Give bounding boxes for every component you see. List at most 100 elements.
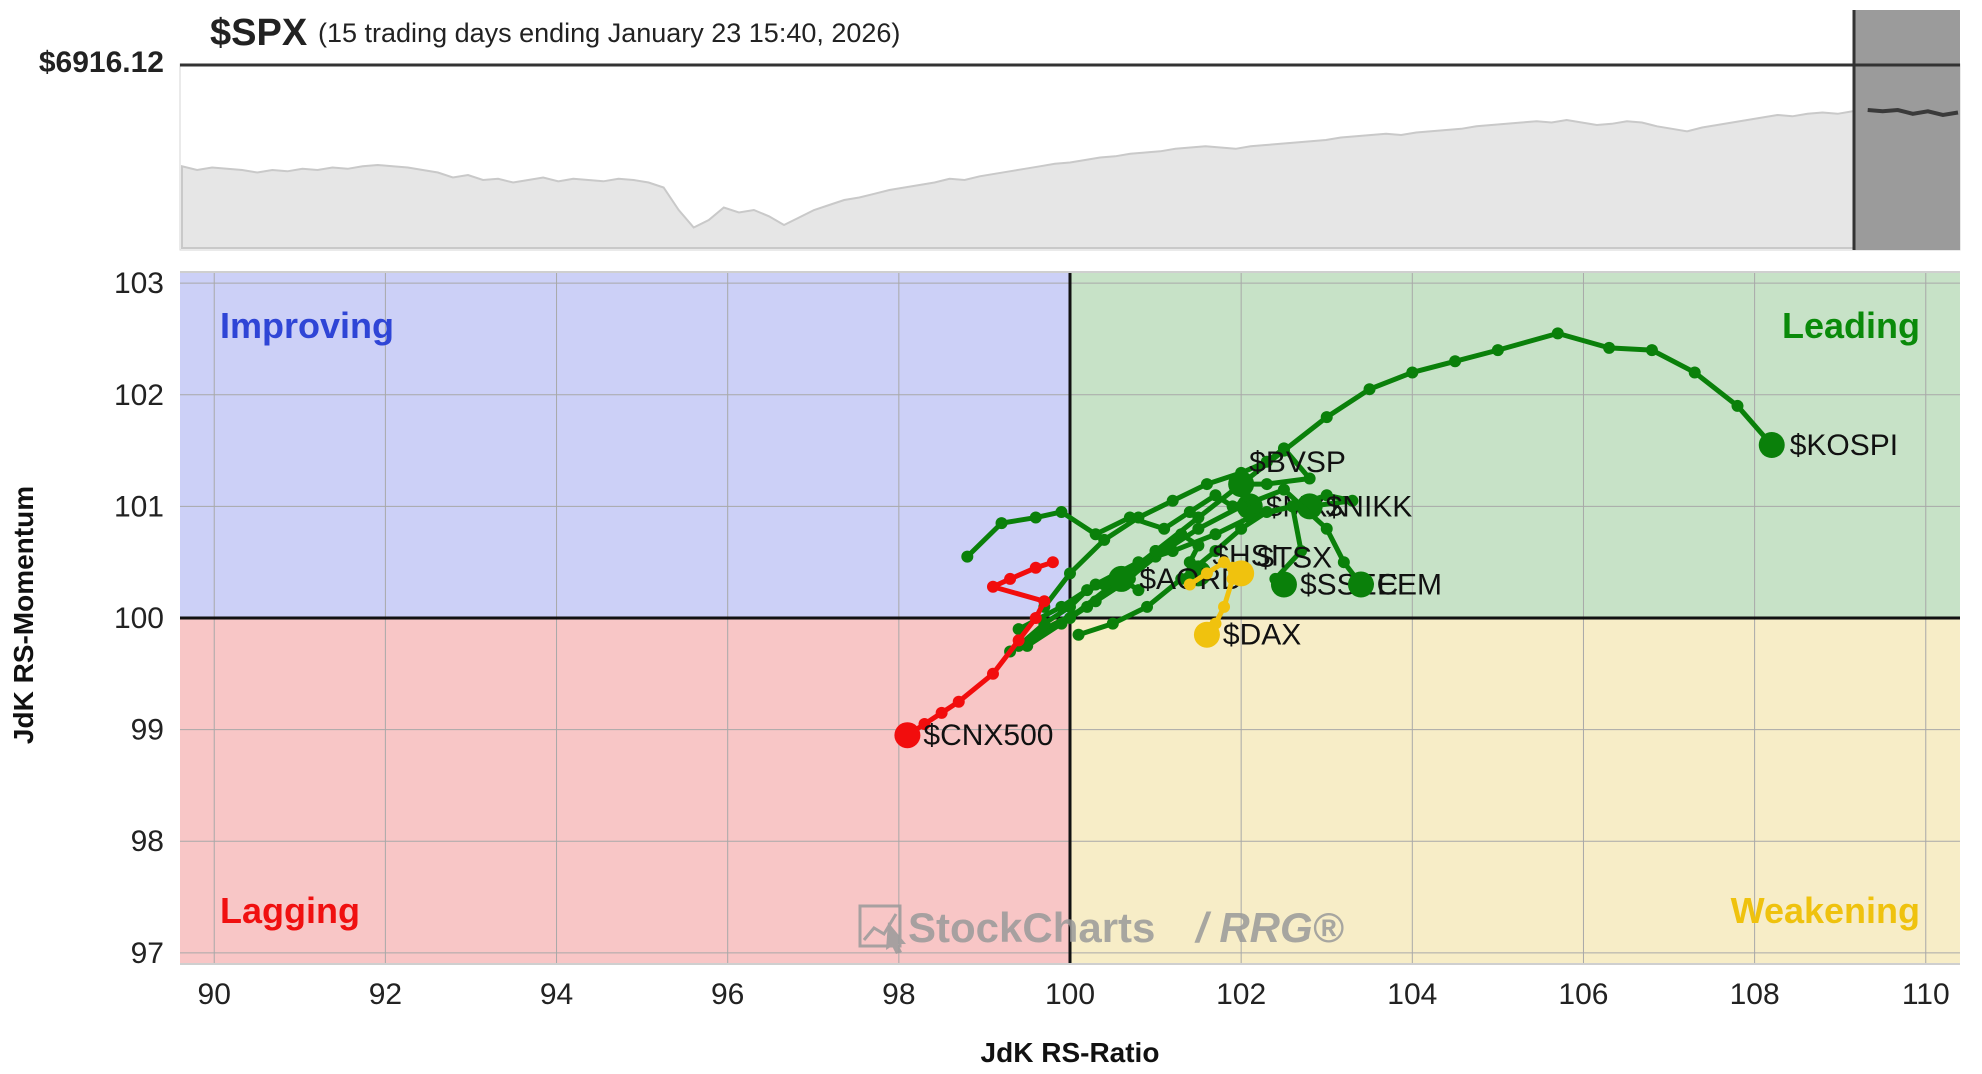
chart-header: $SPX (15 trading days ending January 23 …: [39, 12, 901, 79]
series-point: [1064, 567, 1076, 580]
series-point: [1551, 327, 1564, 340]
series-point: [1123, 511, 1136, 524]
series-point: [1055, 505, 1068, 518]
x-tick-label: 110: [1902, 978, 1950, 1011]
series-point: [1260, 505, 1273, 518]
y-tick-label: 100: [114, 602, 164, 635]
watermark-brand: StockCharts: [908, 904, 1155, 951]
spx-trend-panel: [179, 10, 1961, 251]
axis-ticks: 90 92 94 96 98 100 102 104 106 108 110 97 98 99 100 101…: [114, 267, 1950, 1011]
series-point: [1235, 500, 1248, 513]
series-ssec: $SSEC: [1072, 500, 1398, 641]
period-subtitle: (15 trading days ending January 23 15:40…: [318, 18, 900, 48]
series-point: [1166, 494, 1179, 507]
series-point: [1320, 522, 1333, 535]
series-point: [1295, 545, 1308, 558]
series-point: [1183, 505, 1196, 518]
series-point: [1192, 511, 1205, 524]
series-head-point: [1270, 571, 1297, 598]
x-tick-label: 108: [1730, 978, 1780, 1011]
x-tick-label: 98: [882, 978, 915, 1011]
series-point: [1260, 478, 1273, 491]
series-point: [1012, 634, 1025, 647]
series-point: [1260, 455, 1273, 468]
y-tick-label: 101: [114, 490, 164, 523]
spx-trend-area: [181, 108, 1959, 249]
quadrant-label-lagging: Lagging: [220, 890, 360, 931]
series-layer: $KOSPI$BVSP$MXX$NIKK$SSECEEM$HSI$AORD$CN…: [894, 327, 1898, 752]
series-point: [1106, 617, 1119, 630]
quadrant-label-weakening: Weakening: [1731, 890, 1920, 931]
series-point: [1320, 489, 1333, 502]
series-head-point: [1296, 493, 1323, 520]
series-point: [1029, 612, 1042, 624]
series-tsx: $TSX: [1183, 541, 1332, 591]
series-point: [1149, 545, 1162, 558]
series-point: [1089, 595, 1102, 608]
rrg-plot: Improving Leading Lagging Weakening Stoc…: [8, 267, 1960, 1068]
stockcharts-watermark: StockCharts / RRG®: [858, 904, 1344, 954]
series-head-point: [1108, 565, 1135, 592]
series-point: [1183, 578, 1196, 591]
series-bvsp: $BVSP: [1038, 442, 1346, 613]
series-point: [1098, 578, 1111, 591]
series-point: [952, 695, 965, 708]
x-tick-label: 94: [540, 978, 573, 1011]
series-point: [1029, 561, 1042, 574]
series-head-point: [894, 722, 921, 749]
trend-window-highlight: [1854, 10, 1960, 250]
series-point: [1038, 595, 1051, 608]
series-label: $TSX: [1257, 541, 1332, 574]
series-tail: [1041, 445, 1313, 610]
series-hsi: $HSI: [1021, 528, 1279, 652]
symbol-title: $SPX: [210, 12, 308, 54]
series-cnx500: $CNX500: [894, 556, 1059, 752]
series-point: [1688, 366, 1701, 379]
series-point: [1218, 556, 1231, 569]
series-point: [1491, 344, 1504, 357]
series-point: [935, 706, 948, 719]
series-point: [1320, 411, 1333, 424]
series-point: [986, 580, 999, 593]
series-point: [1132, 584, 1145, 597]
series-point: [986, 667, 999, 680]
watermark-product: / RRG®: [1194, 904, 1344, 951]
series-label: $DAX: [1223, 619, 1301, 652]
series-head-point: [1228, 471, 1255, 498]
x-tick-label: 104: [1387, 978, 1437, 1011]
series-head-point: [1347, 571, 1374, 598]
series-point: [1038, 617, 1051, 630]
x-tick-label: 92: [369, 978, 402, 1011]
x-tick-label: 96: [711, 978, 744, 1011]
series-point: [1175, 572, 1188, 585]
series-point: [1192, 522, 1205, 535]
series-head-point: [1193, 621, 1220, 648]
series-point: [1226, 572, 1239, 585]
x-tick-label: 106: [1558, 978, 1608, 1011]
x-axis-title: JdK RS-Ratio: [981, 1037, 1160, 1068]
y-tick-label: 99: [131, 714, 164, 747]
series-point: [1064, 600, 1076, 613]
series-point: [1363, 383, 1376, 396]
series-point: [1012, 623, 1025, 636]
series-label: $CNX500: [923, 719, 1053, 752]
series-point: [1235, 522, 1248, 535]
series-point: [1046, 556, 1059, 569]
series-point: [1081, 584, 1094, 597]
y-axis-title: JdK RS-Momentum: [8, 486, 39, 744]
series-point: [1303, 472, 1316, 485]
series-point: [1072, 628, 1085, 641]
series-point: [1209, 528, 1222, 541]
series-point: [1645, 344, 1658, 357]
series-point: [1277, 483, 1290, 496]
series-head-point: [1758, 432, 1785, 458]
series-point: [1098, 533, 1111, 546]
series-point: [1158, 522, 1171, 535]
x-tick-label: 90: [198, 978, 231, 1011]
series-point: [995, 517, 1008, 530]
series-point: [1449, 355, 1462, 368]
quadrant-label-leading: Leading: [1782, 305, 1920, 346]
series-point: [1192, 539, 1205, 552]
series-point: [918, 718, 931, 731]
